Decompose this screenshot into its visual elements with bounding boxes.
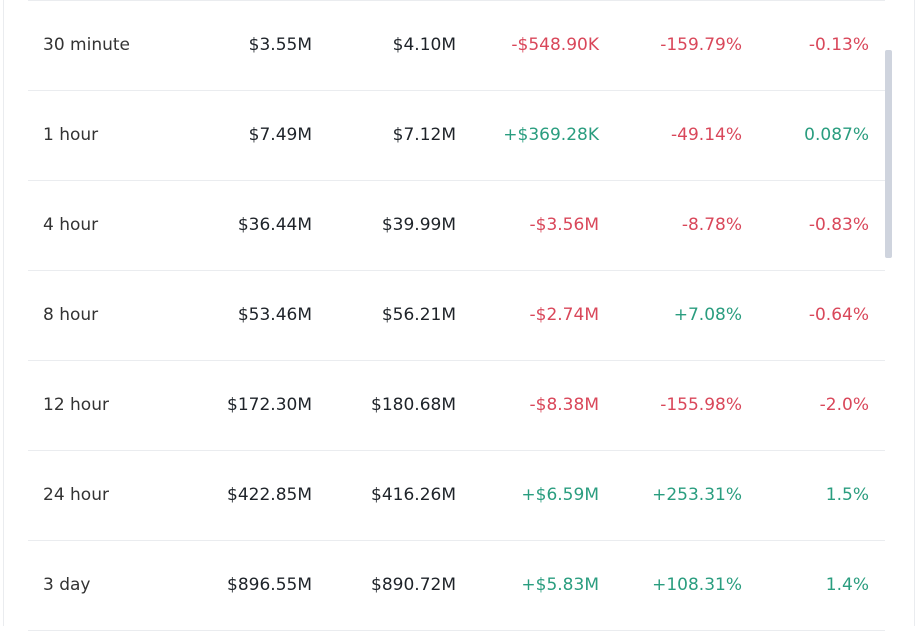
ratio-cell: -2.0% [819,395,869,415]
percent-change-cell: +108.31% [652,575,742,595]
value-cell-2: $890.72M [371,575,456,595]
percent-change-cell: +7.08% [673,305,742,325]
value-cell-1: $896.55M [227,575,312,595]
value-cell-2: $4.10M [392,35,456,55]
ratio-cell: -0.13% [808,35,869,55]
value-cell-2: $7.12M [392,125,456,145]
value-cell-1: $7.49M [248,125,312,145]
value-cell-1: $36.44M [237,215,312,235]
net-change-cell: -$548.90K [511,35,599,55]
net-change-cell: -$3.56M [529,215,599,235]
value-cell-1: $53.46M [237,305,312,325]
period-cell: 24 hour [43,485,109,505]
period-cell: 8 hour [43,305,99,325]
table-row: 12 hour $172.30M $180.68M -$8.38M -155.98% -2… [28,360,885,451]
scrollbar[interactable] [885,50,892,258]
value-cell-2: $416.26M [371,485,456,505]
net-change-cell: +$6.59M [521,485,599,505]
table-row: 4 hour $36.44M $39.99M -$3.56M -8.78% -0.83% [28,180,885,271]
table-row: 30 minute $3.55M $4.10M -$548.90K -159.79% -0… [28,0,885,91]
ratio-cell: -0.83% [808,215,869,235]
ratio-cell: 1.5% [825,485,869,505]
net-change-cell: -$2.74M [529,305,599,325]
ratio-cell: 1.4% [825,575,869,595]
percent-change-cell: -159.79% [660,35,742,55]
table-row: 1 hour $7.49M $7.12M +$369.28K -49.14% 0.087% [28,90,885,181]
table-row: 3 day $896.55M $890.72M +$5.83M +108.31% 1.4% [28,540,885,631]
net-change-cell: -$8.38M [529,395,599,415]
period-cell: 3 day [43,575,91,595]
period-cell: 4 hour [43,215,99,235]
ratio-cell: -0.64% [808,305,869,325]
percent-change-cell: -49.14% [671,125,742,145]
period-cell: 30 minute [43,35,130,55]
value-cell-1: $3.55M [248,35,312,55]
value-cell-2: $56.21M [381,305,456,325]
percent-change-cell: -155.98% [660,395,742,415]
table-row: 24 hour $422.85M $416.26M +$6.59M +253.31% 1.… [28,450,885,541]
percent-change-cell: +253.31% [652,485,742,505]
ratio-cell: 0.087% [804,125,869,145]
value-cell-2: $180.68M [371,395,456,415]
value-cell-1: $422.85M [227,485,312,505]
percent-change-cell: -8.78% [681,215,742,235]
value-cell-2: $39.99M [381,215,456,235]
value-cell-1: $172.30M [227,395,312,415]
table-row: 8 hour $53.46M $56.21M -$2.74M +7.08% -0.64% [28,270,885,361]
net-change-cell: +$369.28K [503,125,599,145]
period-cell: 12 hour [43,395,109,415]
period-cell: 1 hour [43,125,99,145]
net-change-cell: +$5.83M [521,575,599,595]
table-container [3,0,915,626]
divider [28,0,885,1]
